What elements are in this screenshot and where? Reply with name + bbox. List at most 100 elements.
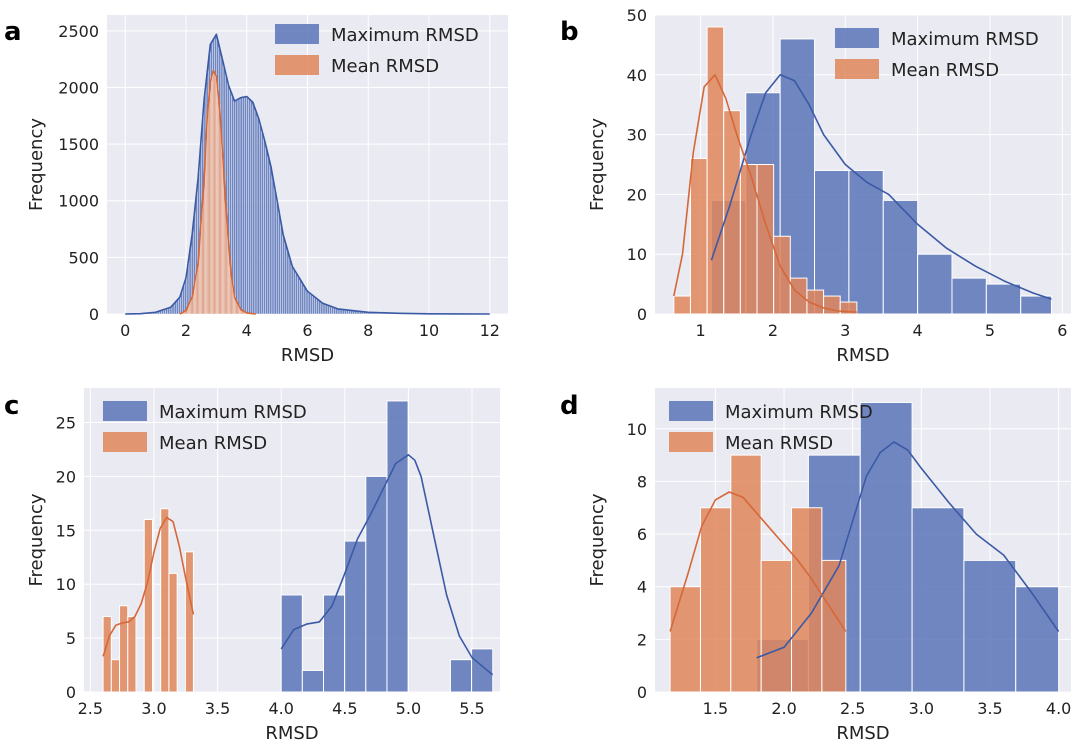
- x-tick-label: 2: [768, 321, 778, 340]
- panel-c: 2.5 3.0 3.5 4.0 4.5 5.0 5.5 0 5 10 15 20 25 RMSD Frequ…: [4, 388, 500, 744]
- legend-label-mean: Mean RMSD: [331, 56, 439, 77]
- bar-max-rmsd: [254, 110, 258, 315]
- kde-line-mean-rmsd: [102, 516, 195, 657]
- bar-mean-rmsd: [669, 586, 701, 693]
- bar-max-rmsd: [288, 258, 292, 315]
- y-tick-label: 0: [89, 305, 99, 324]
- x-tick-label: 2.5: [78, 699, 103, 718]
- bar-max-rmsd: [267, 157, 271, 315]
- bar-max-rmsd: [233, 100, 237, 315]
- y-tick-label: 30: [627, 126, 647, 145]
- legend-swatch-max: [669, 401, 713, 421]
- bar-max-rmsd: [250, 101, 254, 315]
- kde-line-max-rmsd: [125, 33, 490, 315]
- bar-max-rmsd: [265, 148, 268, 315]
- x-tick-label: 8: [363, 321, 373, 340]
- bar-max-rmsd: [365, 475, 388, 693]
- bar-max-rmsd: [314, 297, 317, 315]
- bar-mean-rmsd: [760, 559, 793, 693]
- panel-letter: b: [560, 17, 579, 47]
- x-tick-label: 6: [1057, 321, 1067, 340]
- bar-max-rmsd: [386, 400, 409, 693]
- legend-swatch-max: [275, 24, 319, 44]
- bar-max-rmsd: [286, 250, 290, 315]
- x-tick-label: 4.0: [1046, 699, 1071, 718]
- kde-line-mean-rmsd: [669, 491, 847, 632]
- bar-mean-rmsd: [689, 158, 708, 315]
- bar-max-rmsd: [248, 99, 251, 315]
- bar-mean-rmsd: [119, 605, 129, 693]
- x-tick-label: 4.5: [332, 699, 357, 718]
- bar-mean-rmsd: [839, 301, 858, 315]
- bar-max-rmsd: [310, 294, 313, 315]
- panel-b: 1 2 3 4 5 6 0 10 20 30 40 50 RMSD Frequency b Maximum R…: [560, 6, 1071, 366]
- bar-max-rmsd: [237, 98, 241, 315]
- legend: Maximum RMSD Mean RMSD: [275, 24, 479, 77]
- bar-max-rmsd: [324, 304, 328, 315]
- bar-mean-rmsd: [160, 508, 170, 693]
- bar-max-rmsd: [327, 305, 330, 315]
- legend-label-max: Maximum RMSD: [159, 402, 307, 423]
- bar-max-rmsd: [1020, 295, 1052, 315]
- legend-swatch-mean: [835, 59, 879, 79]
- y-tick-label: 15: [56, 521, 76, 540]
- x-tick-label: 5.0: [396, 699, 421, 718]
- x-axis-label: RMSD: [836, 723, 889, 744]
- x-tick-label: 1.5: [703, 699, 728, 718]
- bar-max-rmsd: [241, 96, 245, 315]
- bar-max-rmsd: [239, 97, 243, 315]
- y-tick-label: 2: [637, 630, 647, 649]
- legend: Maximum RMSD Mean RMSD: [669, 401, 873, 454]
- bar-mean-rmsd: [168, 572, 178, 693]
- bar-max-rmsd: [307, 292, 311, 315]
- bar-max-rmsd: [318, 300, 322, 315]
- bar-max-rmsd: [276, 201, 279, 315]
- legend: Maximum RMSD Mean RMSD: [103, 401, 307, 454]
- bar-max-rmsd: [295, 272, 298, 315]
- panel-letter: c: [4, 391, 19, 421]
- legend-label-max: Maximum RMSD: [331, 25, 479, 46]
- y-tick-label: 0: [637, 305, 647, 324]
- bar-max-rmsd: [449, 659, 473, 693]
- y-tick-label: 25: [56, 413, 76, 432]
- bar-max-rmsd: [256, 116, 260, 315]
- bar-max-rmsd: [322, 303, 326, 315]
- x-axis-label: RMSD: [281, 345, 334, 366]
- y-tick-label: 2000: [58, 78, 99, 97]
- x-tick-label: 3.0: [909, 699, 934, 718]
- panel-d: 1.5 2.0 2.5 3.0 3.5 4.0 0 2 4 6 8 10 RMSD Frequency d M…: [560, 388, 1071, 744]
- bar-max-rmsd: [859, 401, 913, 693]
- y-tick-label: 8: [637, 472, 647, 491]
- bar-max-rmsd: [269, 165, 273, 315]
- bar-max-rmsd: [244, 96, 247, 315]
- bar-mean-rmsd: [184, 551, 194, 693]
- bar-max-rmsd: [303, 286, 307, 315]
- y-tick-label: 5: [66, 629, 76, 648]
- x-tick-label: 4.0: [268, 699, 293, 718]
- x-tick-label: 6: [302, 321, 312, 340]
- x-tick-label: 2.0: [771, 699, 796, 718]
- x-tick-label: 0: [120, 321, 130, 340]
- y-tick-label: 20: [627, 185, 647, 204]
- y-tick-label: 0: [66, 683, 76, 702]
- y-axis-label: Frequency: [26, 493, 47, 586]
- bar-mean-rmsd: [791, 507, 823, 693]
- bar-max-rmsd: [848, 169, 884, 315]
- panel-letter: d: [560, 391, 579, 421]
- x-tick-label: 3.0: [141, 699, 166, 718]
- bar-max-rmsd: [273, 189, 277, 315]
- legend: Maximum RMSD Mean RMSD: [835, 28, 1039, 81]
- y-axis-label: Frequency: [587, 493, 608, 586]
- bar-max-rmsd: [312, 295, 315, 315]
- x-tick-label: 3: [840, 321, 850, 340]
- bar-max-rmsd: [282, 236, 285, 315]
- legend-label-max: Maximum RMSD: [891, 29, 1039, 50]
- y-tick-label: 6: [637, 525, 647, 544]
- legend-label-mean: Mean RMSD: [159, 433, 267, 454]
- y-tick-label: 0: [637, 683, 647, 702]
- y-tick-label: 1500: [58, 135, 99, 154]
- y-tick-label: 2500: [58, 22, 99, 41]
- bar-max-rmsd: [284, 243, 288, 315]
- x-tick-label: 10: [419, 321, 439, 340]
- bar-max-rmsd: [911, 507, 965, 693]
